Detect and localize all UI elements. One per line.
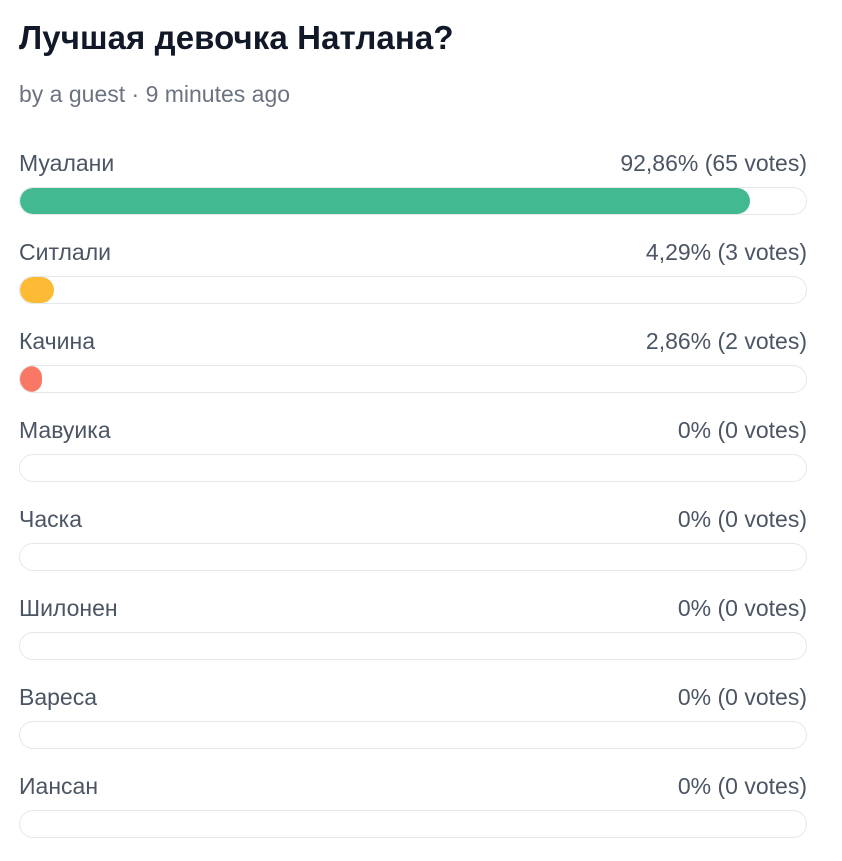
- option-bar-fill: [20, 188, 750, 214]
- option-head: Иансан 0% (0 votes): [19, 772, 807, 800]
- option-label: Ситлали: [19, 239, 111, 265]
- option-label: Качина: [19, 328, 96, 354]
- poll-option: Мавуика 0% (0 votes): [19, 416, 807, 505]
- option-head: Вареса 0% (0 votes): [19, 683, 807, 711]
- option-result: 0% (0 votes): [677, 684, 807, 710]
- option-bar-track: [19, 810, 807, 838]
- option-result: 0% (0 votes): [677, 773, 807, 799]
- option-bar-track: [19, 187, 807, 215]
- option-bar-fill: [20, 277, 54, 303]
- poll-option: Муалани 92,86% (65 votes): [19, 149, 807, 238]
- option-result: 92,86% (65 votes): [620, 150, 807, 176]
- option-label: Часка: [19, 506, 82, 532]
- option-label: Муалани: [19, 150, 115, 176]
- option-result: 0% (0 votes): [677, 506, 807, 532]
- option-bar-track: [19, 721, 807, 749]
- poll-option: Качина 2,86% (2 votes): [19, 327, 807, 416]
- option-label: Мавуика: [19, 417, 111, 443]
- poll-option: Ситлали 4,29% (3 votes): [19, 238, 807, 327]
- option-head: Качина 2,86% (2 votes): [19, 327, 807, 355]
- option-head: Мавуика 0% (0 votes): [19, 416, 807, 444]
- option-head: Ситлали 4,29% (3 votes): [19, 238, 807, 266]
- option-bar-track: [19, 454, 807, 482]
- option-bar-track: [19, 276, 807, 304]
- option-result: 2,86% (2 votes): [645, 328, 807, 354]
- option-label: Вареса: [19, 684, 98, 710]
- poll-option: Часка 0% (0 votes): [19, 505, 807, 594]
- option-label: Шилонен: [19, 595, 118, 621]
- option-head: Шилонен 0% (0 votes): [19, 594, 807, 622]
- option-bar-track: [19, 632, 807, 660]
- option-bar-track: [19, 543, 807, 571]
- option-head: Муалани 92,86% (65 votes): [19, 149, 807, 177]
- poll-option: Вареса 0% (0 votes): [19, 683, 807, 772]
- poll-options: Муалани 92,86% (65 votes) Ситлали 4,29% …: [19, 149, 807, 861]
- poll-title: Лучшая девочка Натлана?: [19, 19, 454, 56]
- option-bar-fill: [20, 366, 43, 392]
- option-bar-track: [19, 365, 807, 393]
- option-result: 0% (0 votes): [677, 417, 807, 443]
- option-result: 4,29% (3 votes): [645, 239, 807, 265]
- option-label: Иансан: [19, 773, 99, 799]
- poll-option: Иансан 0% (0 votes): [19, 772, 807, 861]
- poll-option: Шилонен 0% (0 votes): [19, 594, 807, 683]
- option-head: Часка 0% (0 votes): [19, 505, 807, 533]
- option-result: 0% (0 votes): [677, 595, 807, 621]
- poll-meta: by a guest · 9 minutes ago: [19, 81, 291, 107]
